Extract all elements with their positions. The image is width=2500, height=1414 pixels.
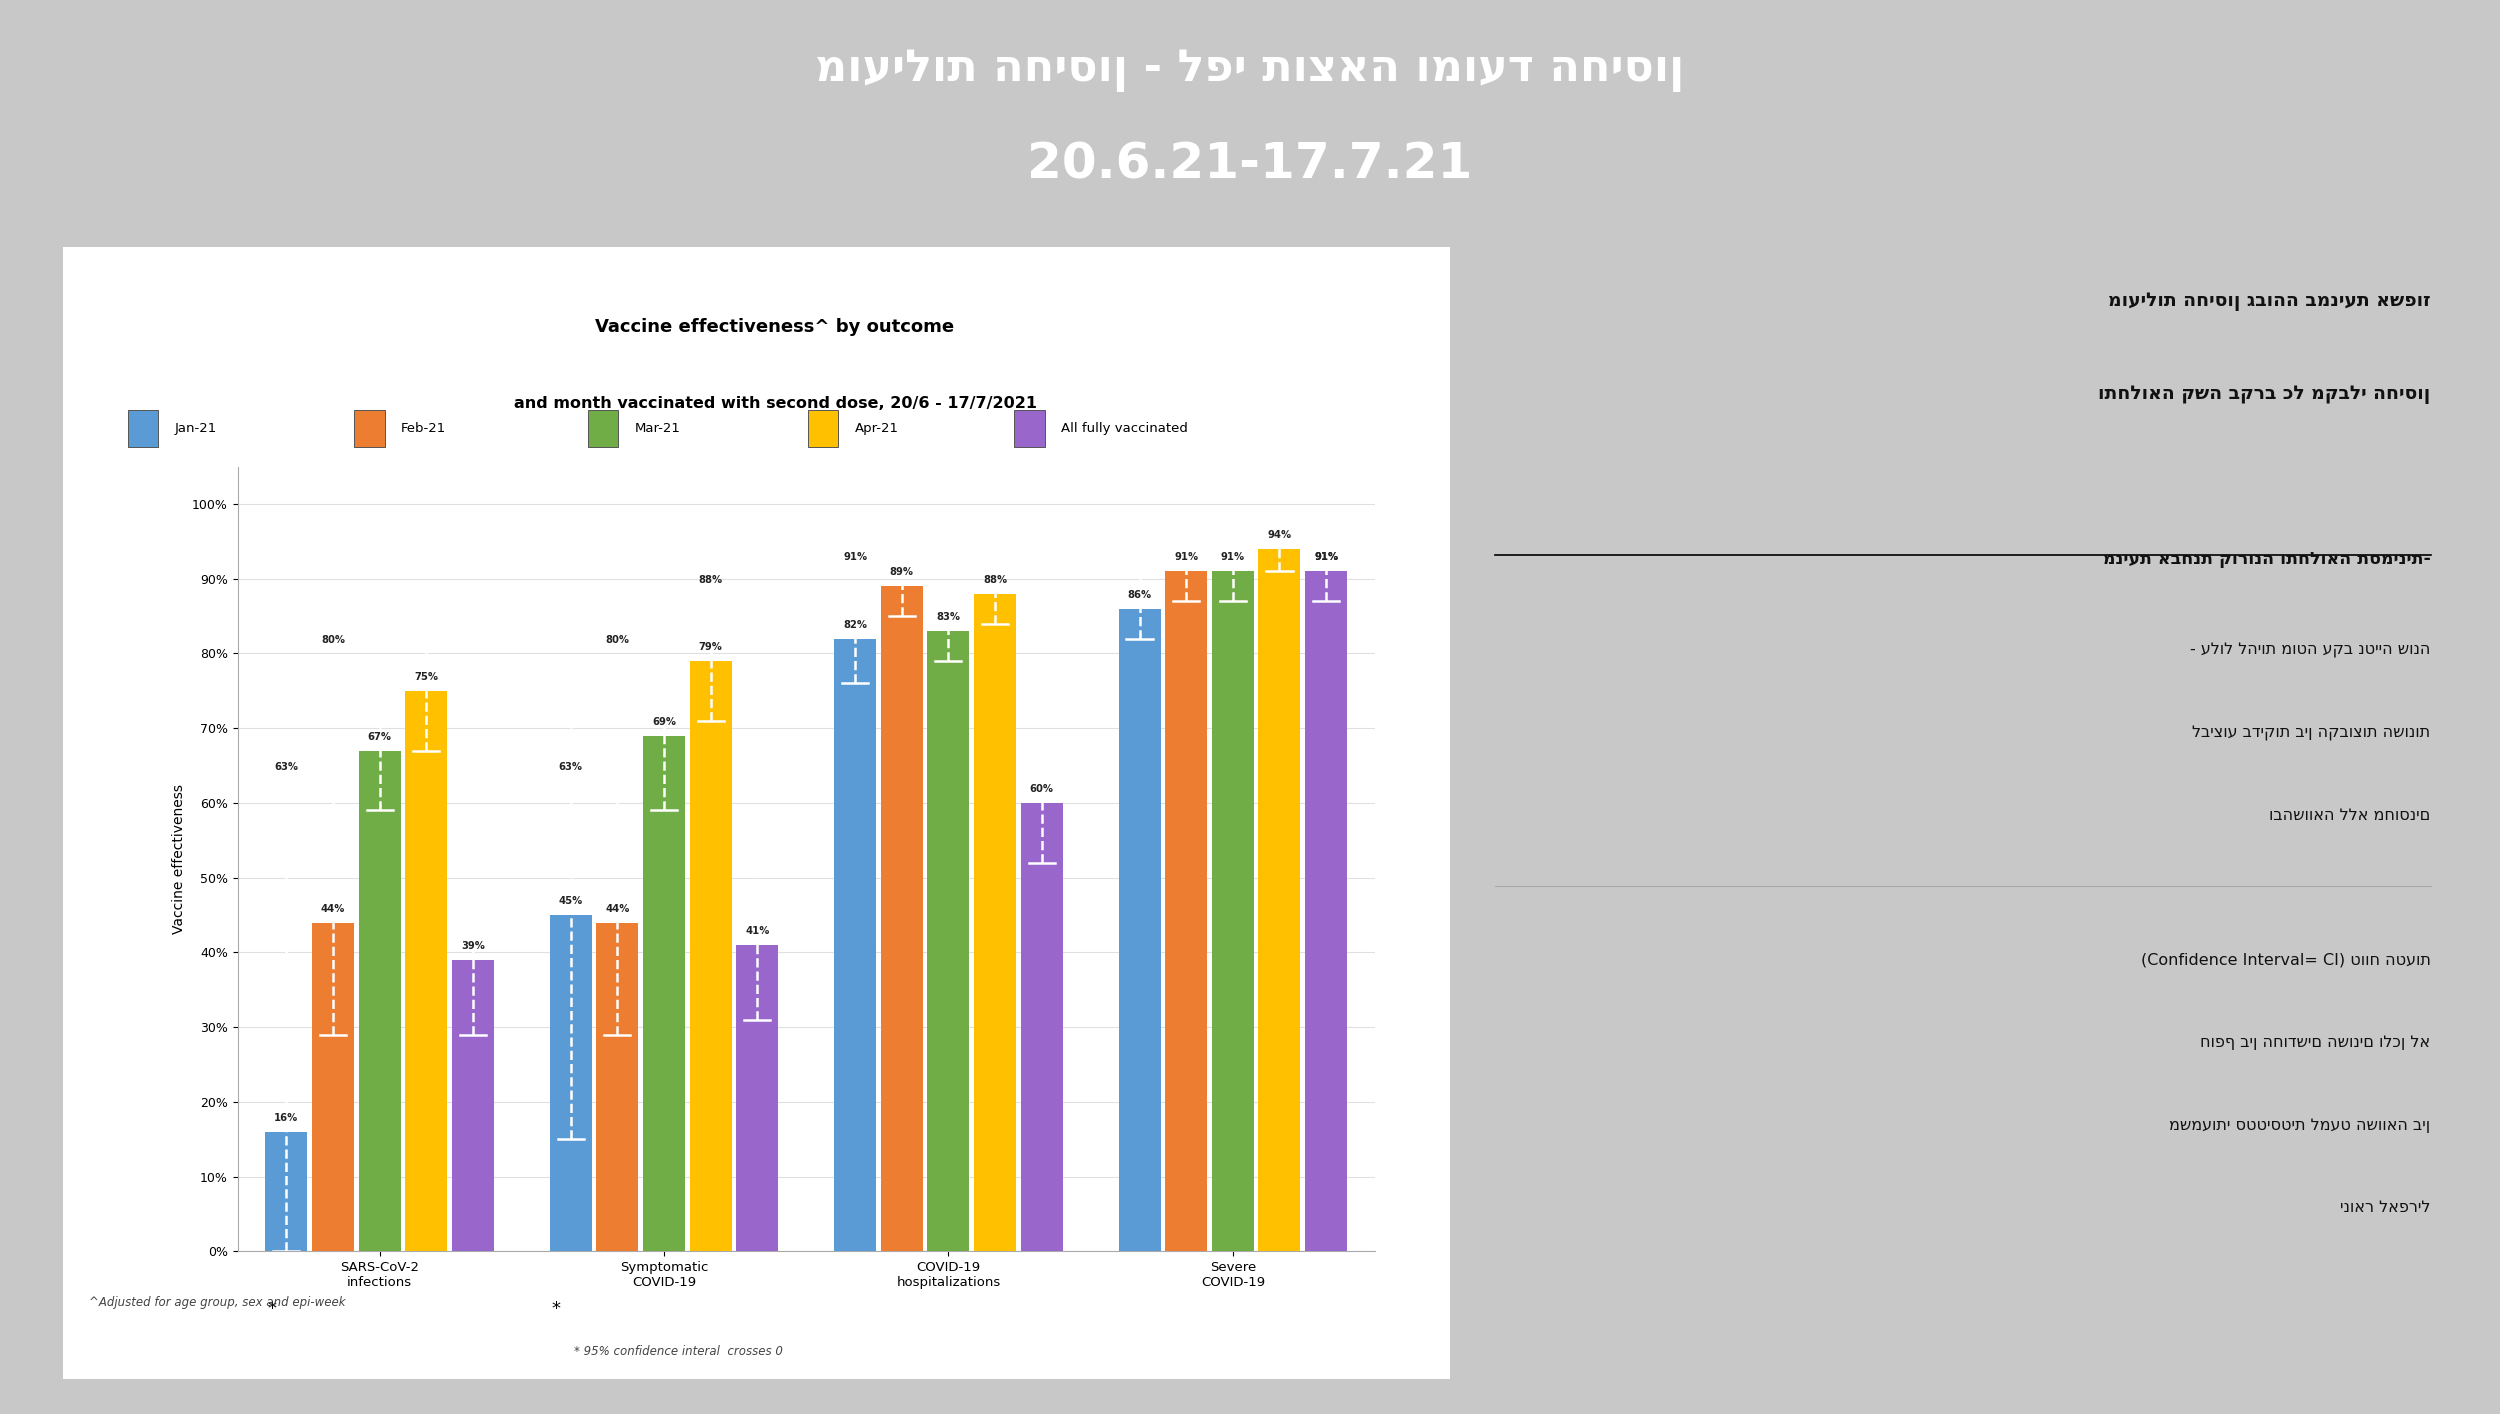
Bar [1212,571,1255,1251]
Bar [835,639,875,1251]
Text: ^Adjusted for age group, sex and epi-week: ^Adjusted for age group, sex and epi-wee… [90,1295,345,1309]
Bar [975,594,1015,1251]
Text: 82%: 82% [842,619,867,629]
Text: and month vaccinated with second dose, 20/6 - 17/7/2021: and month vaccinated with second dose, 2… [512,396,1038,411]
Text: 44%: 44% [605,904,630,913]
Text: 86%: 86% [1128,590,1152,600]
Text: 41%: 41% [745,926,770,936]
Bar [355,410,385,447]
Text: 94%: 94% [1268,530,1292,540]
Text: 91%: 91% [1315,553,1338,563]
Bar [642,735,685,1251]
Text: 44%: 44% [320,904,345,913]
Text: Vaccine effectiveness^ by outcome: Vaccine effectiveness^ by outcome [595,318,955,337]
Bar [312,922,355,1251]
Bar [690,660,732,1251]
Bar [127,410,158,447]
Text: (Confidence Interval= CI) טווח הטעות: (Confidence Interval= CI) טווח הטעות [2140,953,2430,967]
Bar [1258,549,1300,1251]
Bar [588,410,618,447]
Bar [808,410,838,447]
Text: *: * [552,1299,560,1318]
Text: 80%: 80% [320,635,345,645]
Text: 67%: 67% [368,731,392,742]
Text: Jan-21: Jan-21 [175,421,218,436]
Bar [1118,608,1160,1251]
Bar [405,691,448,1251]
Text: 91%: 91% [842,553,867,563]
Bar [738,945,778,1251]
Bar [1020,803,1062,1251]
Text: * 95% confidence interal  crosses 0: * 95% confidence interal crosses 0 [575,1345,782,1359]
Text: ובהשוואה ללא מחוסנים: ובהשוואה ללא מחוסנים [2270,809,2430,823]
Text: 79%: 79% [700,642,722,652]
Text: 88%: 88% [982,574,1008,585]
Text: 91%: 91% [1220,553,1245,563]
Bar [1015,410,1045,447]
Text: מועילות החיסון - לפי תוצאה ומועד החיסון: מועילות החיסון - לפי תוצאה ומועד החיסון [815,48,1685,92]
Text: מניעת אבחנת קורונה ותחלואה תסמינית-: מניעת אבחנת קורונה ותחלואה תסמינית- [2102,550,2430,568]
Text: 89%: 89% [890,567,915,577]
Text: לביצוע בדיקות בין הקבוצות השונות: לביצוע בדיקות בין הקבוצות השונות [2192,725,2430,741]
Text: - עלול להיות מוטה עקב נטייה שונה: - עלול להיות מוטה עקב נטייה שונה [2190,643,2430,658]
Text: Apr-21: Apr-21 [855,421,900,436]
Text: 88%: 88% [698,574,722,585]
Bar [598,922,638,1251]
Y-axis label: Vaccine effectiveness: Vaccine effectiveness [173,783,188,935]
Text: 63%: 63% [560,762,582,772]
Bar [880,587,922,1251]
Text: *: * [268,1299,275,1318]
Text: 80%: 80% [605,635,630,645]
Bar [1165,571,1208,1251]
Text: 63%: 63% [275,762,298,772]
Bar [928,631,970,1251]
FancyBboxPatch shape [48,236,1465,1390]
Text: 91%: 91% [1315,553,1338,563]
Text: 39%: 39% [460,940,485,952]
Bar [357,751,400,1251]
Text: 60%: 60% [1030,783,1052,795]
Text: 83%: 83% [938,612,960,622]
Text: 91%: 91% [1175,553,1198,563]
Text: 16%: 16% [275,1113,298,1123]
Text: Mar-21: Mar-21 [635,421,680,436]
Text: All fully vaccinated: All fully vaccinated [1060,421,1188,436]
Text: חופף בין החודשים השונים ולכן לא: חופף בין החודשים השונים ולכן לא [2200,1035,2430,1051]
Text: 45%: 45% [558,896,582,906]
Text: ינואר לאפריל: ינואר לאפריל [2340,1200,2430,1216]
Bar [1305,571,1348,1251]
Text: ותחלואה קשה בקרב כל מקבלי החיסון: ותחלואה קשה בקרב כל מקבלי החיסון [2098,385,2430,404]
Bar [452,960,495,1251]
Text: משמעותי סטטיסטית למעט השוואה בין: משמעותי סטטיסטית למעט השוואה בין [2170,1117,2430,1133]
Bar [265,1131,308,1251]
Bar [550,915,592,1251]
Text: Feb-21: Feb-21 [400,421,448,436]
Text: מועילות החיסון גבוהה במניעת אשפוז: מועילות החיסון גבוהה במניעת אשפוז [2108,293,2430,311]
Text: 69%: 69% [652,717,675,727]
Text: 20.6.21-17.7.21: 20.6.21-17.7.21 [1028,140,1472,188]
Text: 75%: 75% [415,672,437,682]
